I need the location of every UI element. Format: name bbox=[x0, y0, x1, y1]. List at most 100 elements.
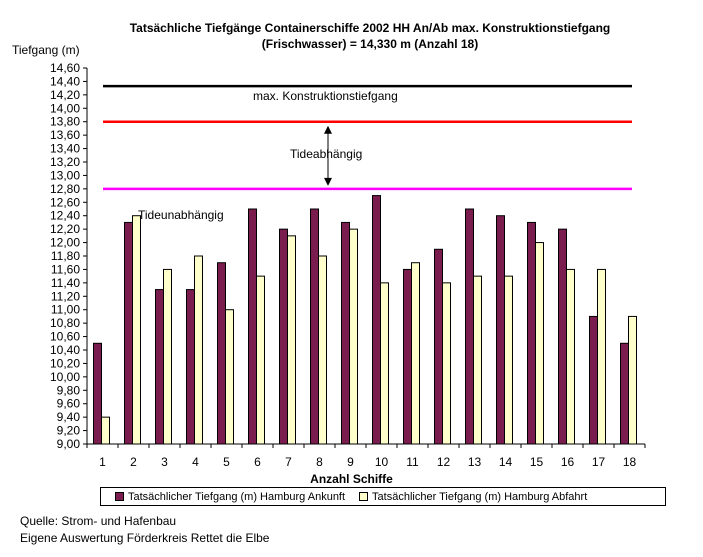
tide-dependent-label: Tideabhängig bbox=[290, 147, 362, 161]
y-tick-label: 11,20 bbox=[51, 289, 80, 303]
bar-ankunft bbox=[372, 195, 381, 445]
bar-abfahrt bbox=[535, 242, 544, 445]
bar-ankunft bbox=[93, 342, 102, 445]
legend-swatch-abfahrt bbox=[359, 492, 369, 501]
y-tick-label: 9,20 bbox=[57, 424, 81, 438]
y-tick-label: 13,60 bbox=[50, 128, 80, 142]
legend-item-abfahrt: Tatsächlicher Tiefgang (m) Hamburg Abfah… bbox=[359, 491, 587, 503]
bar-abfahrt bbox=[349, 228, 358, 445]
x-tick-label: 16 bbox=[561, 455, 575, 469]
y-tick-label: 12,20 bbox=[50, 222, 80, 236]
x-tick-label: 18 bbox=[623, 455, 637, 469]
bar-ankunft bbox=[589, 315, 598, 445]
y-tick-label: 12,00 bbox=[50, 236, 80, 250]
x-tick-label: 6 bbox=[254, 455, 261, 469]
bar-ankunft bbox=[403, 268, 412, 445]
tide-independent-label: Tideunabhängig bbox=[138, 208, 224, 222]
bar-abfahrt bbox=[256, 275, 265, 445]
y-tick-label: 14,40 bbox=[50, 74, 80, 88]
bar-ankunft bbox=[155, 289, 164, 445]
chart-title: Tatsächliche Tiefgänge Containerschiffe … bbox=[60, 20, 680, 52]
y-tick-label: 14,00 bbox=[50, 101, 80, 115]
y-tick-label: 9,80 bbox=[57, 383, 81, 397]
source-line-1: Quelle: Strom- und Hafenbau bbox=[20, 514, 177, 528]
bar-ankunft bbox=[310, 208, 319, 445]
legend-item-ankunft: Tatsächlicher Tiefgang (m) Hamburg Ankun… bbox=[115, 491, 345, 503]
x-tick-label: 13 bbox=[468, 455, 482, 469]
bar-ankunft bbox=[279, 228, 288, 445]
bar-abfahrt bbox=[380, 282, 389, 445]
x-tick-label: 1 bbox=[99, 455, 106, 469]
x-tick-label: 11 bbox=[406, 455, 419, 469]
bar-ankunft bbox=[248, 208, 257, 445]
y-tick-label: 12,40 bbox=[50, 209, 80, 223]
x-tick-label: 7 bbox=[285, 455, 292, 469]
bar-ankunft bbox=[217, 262, 226, 445]
y-tick-label: 11,60 bbox=[51, 262, 80, 276]
legend-swatch-ankunft bbox=[115, 492, 124, 501]
y-tick-label: 9,60 bbox=[57, 397, 81, 411]
reference-line-label: max. Konstruktionstiefgang bbox=[253, 89, 398, 103]
bar-abfahrt bbox=[225, 309, 234, 445]
bar-abfahrt bbox=[442, 282, 451, 445]
y-tick-label: 13,20 bbox=[50, 155, 80, 169]
x-tick-label: 17 bbox=[592, 455, 606, 469]
bar-abfahrt bbox=[597, 268, 606, 445]
x-tick-label: 9 bbox=[347, 455, 354, 469]
x-axis-label: Anzahl Schiffe bbox=[310, 472, 393, 486]
bar-ankunft bbox=[186, 289, 195, 445]
y-tick-label: 13,80 bbox=[50, 115, 80, 129]
bar-ankunft bbox=[124, 221, 133, 445]
x-tick-label: 12 bbox=[437, 455, 451, 469]
bar-abfahrt bbox=[101, 416, 110, 445]
legend-label-ankunft: Tatsächlicher Tiefgang (m) Hamburg Ankun… bbox=[128, 490, 346, 503]
bar-ankunft bbox=[527, 221, 536, 445]
chart-title-line2: (Frischwasser) = 14,330 m (Anzahl 18) bbox=[261, 37, 479, 51]
bar-abfahrt bbox=[628, 315, 637, 445]
legend-label-abfahrt: Tatsächlicher Tiefgang (m) Hamburg Abfah… bbox=[372, 490, 588, 503]
bar-abfahrt bbox=[504, 275, 513, 445]
bar-abfahrt bbox=[318, 255, 327, 445]
y-tick-label: 14,60 bbox=[50, 61, 80, 75]
bar-abfahrt bbox=[411, 262, 420, 445]
x-tick-label: 5 bbox=[223, 455, 230, 469]
tide-arrow-up bbox=[324, 125, 332, 134]
bar-abfahrt bbox=[287, 235, 296, 445]
bar-ankunft bbox=[496, 215, 505, 445]
bar-ankunft bbox=[558, 228, 567, 445]
y-tick-label: 10,20 bbox=[50, 356, 80, 370]
y-tick-label: 12,80 bbox=[50, 182, 80, 196]
bar-ankunft bbox=[341, 221, 350, 445]
x-tick-label: 14 bbox=[499, 455, 513, 469]
x-tick-label: 3 bbox=[161, 455, 168, 469]
y-tick-label: 10,80 bbox=[50, 316, 80, 330]
legend: Tatsächlicher Tiefgang (m) Hamburg Ankun… bbox=[100, 487, 666, 506]
bar-ankunft bbox=[465, 208, 474, 445]
bar-abfahrt bbox=[566, 268, 575, 445]
source-line-2: Eigene Auswertung Förderkreis Rettet die… bbox=[20, 531, 270, 545]
x-tick-label: 8 bbox=[316, 455, 323, 469]
y-tick-label: 10,40 bbox=[50, 343, 80, 357]
bar-abfahrt bbox=[473, 275, 482, 445]
x-tick-label: 15 bbox=[530, 455, 544, 469]
y-tick-label: 12,60 bbox=[50, 195, 80, 209]
bar-abfahrt bbox=[132, 215, 141, 445]
y-tick-label: 13,40 bbox=[50, 142, 80, 156]
bar-abfahrt bbox=[194, 255, 203, 445]
bar-abfahrt bbox=[163, 268, 172, 445]
tide-arrow-down bbox=[324, 177, 332, 186]
y-tick-label: 13,00 bbox=[50, 168, 80, 182]
x-tick-label: 4 bbox=[192, 455, 199, 469]
y-tick-label: 10,00 bbox=[50, 370, 80, 384]
y-tick-label: 9,40 bbox=[57, 410, 81, 424]
x-tick-label: 2 bbox=[130, 455, 137, 469]
chart-title-line1: Tatsächliche Tiefgänge Containerschiffe … bbox=[129, 21, 611, 35]
bar-ankunft bbox=[620, 342, 629, 445]
y-tick-label: 10,60 bbox=[50, 330, 80, 344]
y-tick-label: 9,00 bbox=[57, 437, 81, 451]
y-tick-label: 11,00 bbox=[51, 303, 80, 317]
y-tick-label: 14,20 bbox=[50, 88, 80, 102]
y-tick-label: 11,80 bbox=[51, 249, 80, 263]
x-tick-label: 10 bbox=[375, 455, 389, 469]
